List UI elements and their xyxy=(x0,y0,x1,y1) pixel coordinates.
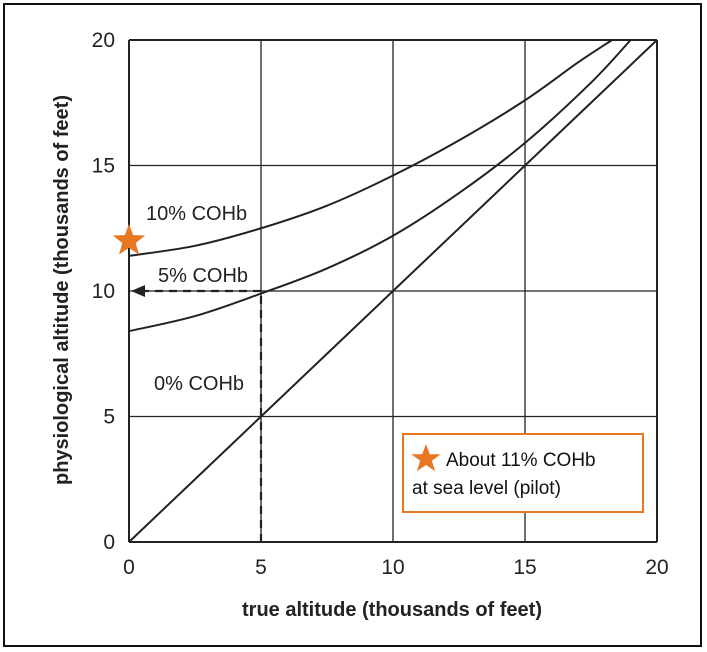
curve-label-10: 10% COHb xyxy=(146,203,247,225)
curves xyxy=(128,39,658,543)
star-marker xyxy=(112,223,146,255)
x-tick-label: 15 xyxy=(513,556,536,579)
x-tick-label: 0 xyxy=(123,556,135,579)
y-axis-label: physiological altitude (thousands of fee… xyxy=(51,95,73,485)
ticks: 0 5 10 15 20 0 5 10 15 20 xyxy=(92,29,669,579)
x-tick-label: 5 xyxy=(255,556,267,579)
curve-label-0: 0% COHb xyxy=(154,373,244,395)
y-tick-label: 15 xyxy=(92,155,115,178)
series-line-0 xyxy=(128,39,658,543)
x-tick-label: 20 xyxy=(645,556,668,579)
figure-frame xyxy=(3,3,702,647)
y-tick-label: 10 xyxy=(92,280,115,303)
series-line-1 xyxy=(128,39,632,333)
series-line-2 xyxy=(128,39,613,257)
y-tick-label: 0 xyxy=(103,531,115,554)
reference-guides xyxy=(131,285,263,542)
y-tick-label: 5 xyxy=(103,406,115,429)
arrow-head xyxy=(131,285,145,297)
note-line-2: at sea level (pilot) xyxy=(412,478,561,499)
orange-star-marker xyxy=(112,223,146,255)
note-line-1: About 11% COHb xyxy=(446,450,596,471)
x-axis-label: true altitude (thousands of feet) xyxy=(242,599,542,621)
x-tick-label: 10 xyxy=(381,556,404,579)
y-tick-label: 20 xyxy=(92,29,115,52)
curve-label-5: 5% COHb xyxy=(158,265,248,287)
star-icon xyxy=(411,444,441,472)
legend-note: About 11% COHb at sea level (pilot) xyxy=(402,433,644,513)
